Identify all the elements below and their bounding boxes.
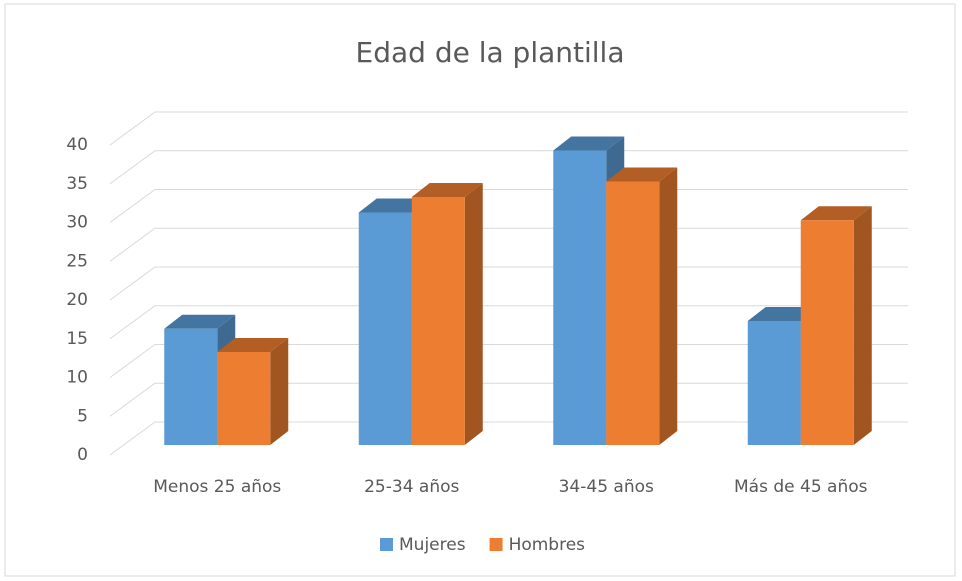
y-tick-label: 15 xyxy=(66,329,88,349)
y-tick-label: 5 xyxy=(77,406,88,426)
x-tick-label: 34-45 años xyxy=(559,477,654,497)
y-tick-label: 35 xyxy=(66,174,88,194)
bar-side xyxy=(853,206,872,445)
legend-swatch xyxy=(489,538,503,551)
bar xyxy=(606,181,660,445)
chart-title: Edad de la plantilla xyxy=(356,36,625,69)
bar-side xyxy=(659,167,678,445)
y-tick-label: 40 xyxy=(66,135,88,155)
legend-label: Hombres xyxy=(509,535,586,555)
legend-label: Mujeres xyxy=(399,535,466,555)
y-tick-label: 10 xyxy=(66,368,88,388)
grid-line xyxy=(109,111,908,146)
bar-top xyxy=(553,136,625,151)
bar xyxy=(411,197,465,445)
bar-side xyxy=(464,183,483,445)
y-tick-label: 0 xyxy=(77,445,88,465)
legend-swatch xyxy=(380,538,393,551)
y-tick-label: 25 xyxy=(66,251,88,271)
bar-top xyxy=(217,338,289,352)
x-tick-label: 25-34 años xyxy=(364,477,459,497)
grid-line xyxy=(109,150,908,185)
bar xyxy=(164,328,218,445)
bar-top xyxy=(411,183,483,197)
y-tick-label: 30 xyxy=(66,213,88,233)
bar xyxy=(747,321,801,445)
x-tick-label: Menos 25 años xyxy=(153,477,281,497)
bar-top xyxy=(164,314,236,329)
bar xyxy=(217,352,271,445)
bar xyxy=(800,220,854,445)
bar-side xyxy=(270,338,289,445)
x-tick-label: Más de 45 años xyxy=(734,477,868,497)
bar-top xyxy=(606,167,678,182)
bar xyxy=(553,150,607,445)
y-tick-label: 20 xyxy=(66,290,88,310)
bar xyxy=(358,212,412,445)
bar-top xyxy=(800,206,872,221)
